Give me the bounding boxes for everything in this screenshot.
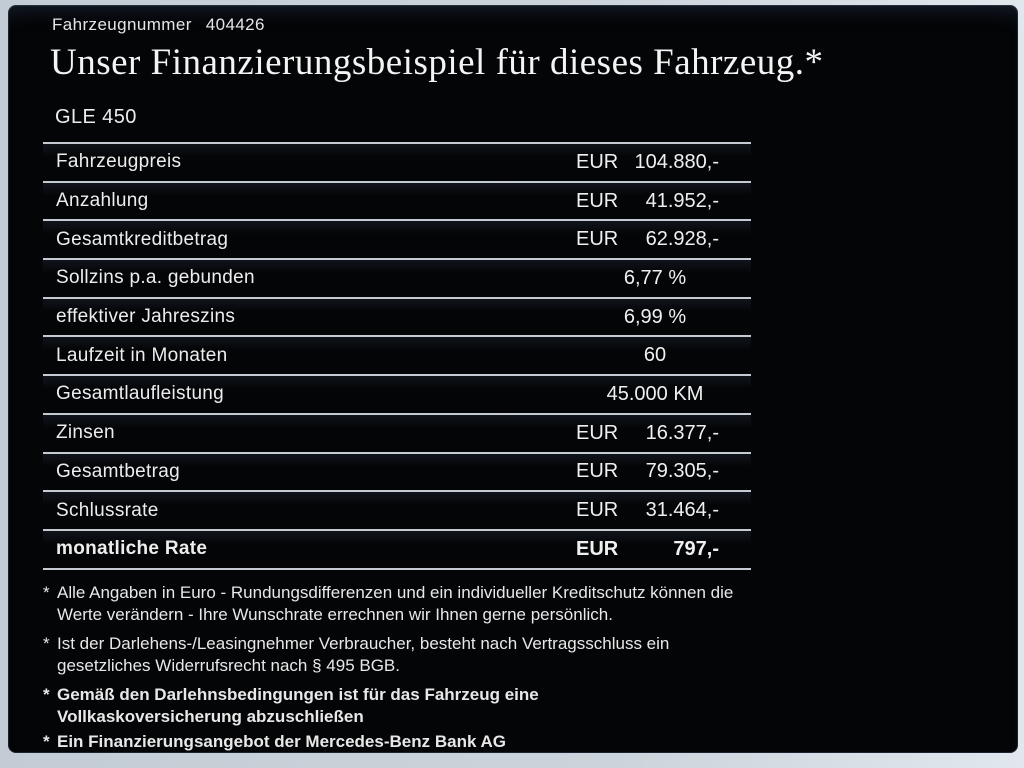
table-row-sollzins: Sollzins p.a. gebunden 6,77 % xyxy=(43,258,751,297)
row-label: monatliche Rate xyxy=(56,538,208,560)
footnotes: * Alle Angaben in Euro - Rundungsdiffere… xyxy=(43,582,757,761)
row-value: 6,77 % xyxy=(573,267,751,290)
page-title: Unser Finanzierungsbeispiel für dieses F… xyxy=(50,42,824,83)
footnote-text: Gemäß den Darlehnsbedingungen ist für da… xyxy=(57,685,539,726)
currency-label: EUR xyxy=(576,537,619,560)
row-value: 45.000 KM xyxy=(573,383,751,406)
currency-label: EUR xyxy=(576,460,619,483)
amount: 79.305,- xyxy=(645,460,719,483)
footnote-rounding: * Alle Angaben in Euro - Rundungsdiffere… xyxy=(43,582,757,625)
row-label: Schlussrate xyxy=(56,499,159,521)
amount: 60 xyxy=(643,344,667,367)
asterisk-marker: * xyxy=(43,634,50,653)
row-label: Gesamtlaufleistung xyxy=(56,383,225,405)
row-label: Fahrzeugpreis xyxy=(56,151,182,173)
asterisk-marker: * xyxy=(43,685,50,704)
table-row-gesamtlaufleistung: Gesamtlaufleistung 45.000 KM xyxy=(43,374,751,413)
row-value: EUR 41.952,- xyxy=(573,190,751,213)
currency-label: EUR xyxy=(576,150,619,173)
footnote-text: Ist der Darlehens-/Leasingnehmer Verbrau… xyxy=(57,634,670,675)
amount: 797,- xyxy=(673,537,719,560)
content-panel: Fahrzeugnummer 404426 Unser Finanzierungs… xyxy=(8,5,1018,753)
row-value: EUR 31.464,- xyxy=(573,499,751,522)
vehicle-number-label: Fahrzeugnummer xyxy=(52,15,192,34)
row-value: EUR 79.305,- xyxy=(573,460,751,483)
row-value: EUR 104.880,- xyxy=(573,151,751,174)
currency-label: EUR xyxy=(576,499,619,522)
vehicle-number-value: 404426 xyxy=(205,15,265,34)
row-value: 60 xyxy=(573,344,751,367)
row-label: effektiver Jahreszins xyxy=(56,306,236,328)
vehicle-number: Fahrzeugnummer 404426 xyxy=(52,15,265,35)
row-value: 6,99 % xyxy=(573,306,751,329)
table-row-schlussrate: Schlussrate EUR 31.464,- xyxy=(43,490,751,529)
vehicle-model: GLE 450 xyxy=(55,106,137,128)
asterisk-marker: * xyxy=(43,583,50,602)
amount: 62.928,- xyxy=(645,228,719,251)
row-label: Laufzeit in Monaten xyxy=(56,344,228,366)
footnote-text: Alle Angaben in Euro - Rundungsdifferenz… xyxy=(57,583,734,624)
table-row-laufzeit: Laufzeit in Monaten 60 xyxy=(43,335,751,375)
amount: 31.464,- xyxy=(645,499,719,522)
row-value: EUR 797,- xyxy=(573,538,751,561)
table-row-gesamtbetrag: Gesamtbetrag EUR 79.305,- xyxy=(43,451,751,491)
table-row-fahrzeugpreis: Fahrzeugpreis EUR 104.880,- xyxy=(43,142,751,181)
currency-label: EUR xyxy=(576,189,619,212)
financing-table: Fahrzeugpreis EUR 104.880,- Anzahlung EUR… xyxy=(43,142,751,570)
amount: 6,99 % xyxy=(623,305,687,328)
footnote-bank: * Ein Finanzierungsangebot der Mercedes-… xyxy=(43,731,757,753)
currency-label: EUR xyxy=(576,421,619,444)
amount: 45.000 KM xyxy=(606,382,704,405)
footnote-text: Ein Finanzierungsangebot der Mercedes-Be… xyxy=(57,732,507,751)
row-label: Anzahlung xyxy=(56,190,149,212)
table-row-gesamtkreditbetrag: Gesamtkreditbetrag EUR 62.928,- xyxy=(43,219,751,259)
amount: 41.952,- xyxy=(645,189,719,212)
row-label: Zinsen xyxy=(56,422,115,444)
asterisk-marker: * xyxy=(43,732,50,751)
row-value: EUR 16.377,- xyxy=(573,422,751,445)
table-row-zinsen: Zinsen EUR 16.377,- xyxy=(43,412,751,452)
amount: 16.377,- xyxy=(645,421,719,444)
row-label: Gesamtkreditbetrag xyxy=(56,228,229,250)
amount: 6,77 % xyxy=(623,266,687,289)
footnote-widerruf: * Ist der Darlehens-/Leasingnehmer Verbr… xyxy=(43,633,707,676)
table-row-monatliche-rate: monatliche Rate EUR 797,- xyxy=(43,528,751,568)
footnote-vollkasko: * Gemäß den Darlehnsbedingungen ist für … xyxy=(43,684,617,727)
row-label: Sollzins p.a. gebunden xyxy=(56,267,255,289)
amount: 104.880,- xyxy=(634,150,719,173)
row-value: EUR 62.928,- xyxy=(573,228,751,251)
currency-label: EUR xyxy=(576,228,619,251)
table-row-effektiver-jahreszins: effektiver Jahreszins 6,99 % xyxy=(43,296,751,336)
row-label: Gesamtbetrag xyxy=(56,460,180,482)
table-row-anzahlung: Anzahlung EUR 41.952,- xyxy=(43,180,751,220)
